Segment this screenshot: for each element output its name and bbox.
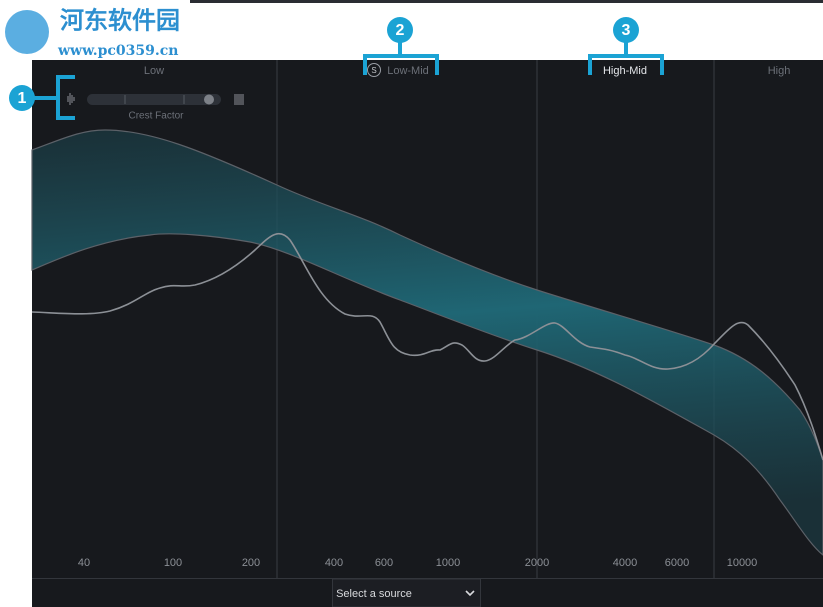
crest-slider-track[interactable]: [87, 94, 221, 105]
crest-icon-soft: [67, 93, 75, 105]
crest-factor-label: Crest Factor: [128, 111, 184, 122]
crest-slider-knob[interactable]: [204, 94, 214, 105]
freq-label: 40: [78, 557, 90, 569]
watermark-logo: [5, 10, 49, 54]
frequency-labels: 40 100 200 400 600 1000 2000 4000 6000 1…: [78, 557, 757, 569]
band-label[interactable]: Low: [144, 65, 164, 77]
callout-number: 3: [622, 22, 631, 39]
callout-badge: [613, 17, 639, 43]
callout-badge: [9, 85, 35, 111]
freq-label: 4000: [613, 557, 637, 569]
callout-number: 1: [18, 90, 27, 107]
watermark-name: 河东软件园: [60, 6, 180, 35]
freq-label: 100: [164, 557, 182, 569]
freq-label: 6000: [665, 557, 689, 569]
freq-label: 400: [325, 557, 343, 569]
band-label[interactable]: High: [768, 65, 791, 77]
source-select[interactable]: [332, 578, 481, 607]
solo-badge: S: [371, 66, 376, 75]
solo-button[interactable]: [367, 63, 381, 77]
watermark-url: www.pc0359.cn: [57, 43, 178, 59]
band-labels: Low Low-Mid High-Mid High: [144, 65, 790, 77]
callout-brackets: [34, 40, 664, 120]
source-select-label: Select a source: [336, 588, 412, 600]
freq-label: 200: [242, 557, 260, 569]
freq-label: 2000: [525, 557, 549, 569]
freq-label: 600: [375, 557, 393, 569]
callout-number: 2: [396, 22, 405, 39]
freq-label: 10000: [727, 557, 758, 569]
spectrum-curve: [31, 233, 823, 461]
callout-badge: [387, 17, 413, 43]
band-label[interactable]: Low-Mid: [387, 65, 429, 77]
freq-label: 1000: [436, 557, 460, 569]
callout-numbers: 1 2 3: [18, 22, 631, 107]
top-strip: [190, 0, 823, 3]
crest-icon-hard: [234, 94, 244, 105]
band-label[interactable]: High-Mid: [603, 65, 647, 77]
dropdown-chevron: [465, 590, 475, 597]
